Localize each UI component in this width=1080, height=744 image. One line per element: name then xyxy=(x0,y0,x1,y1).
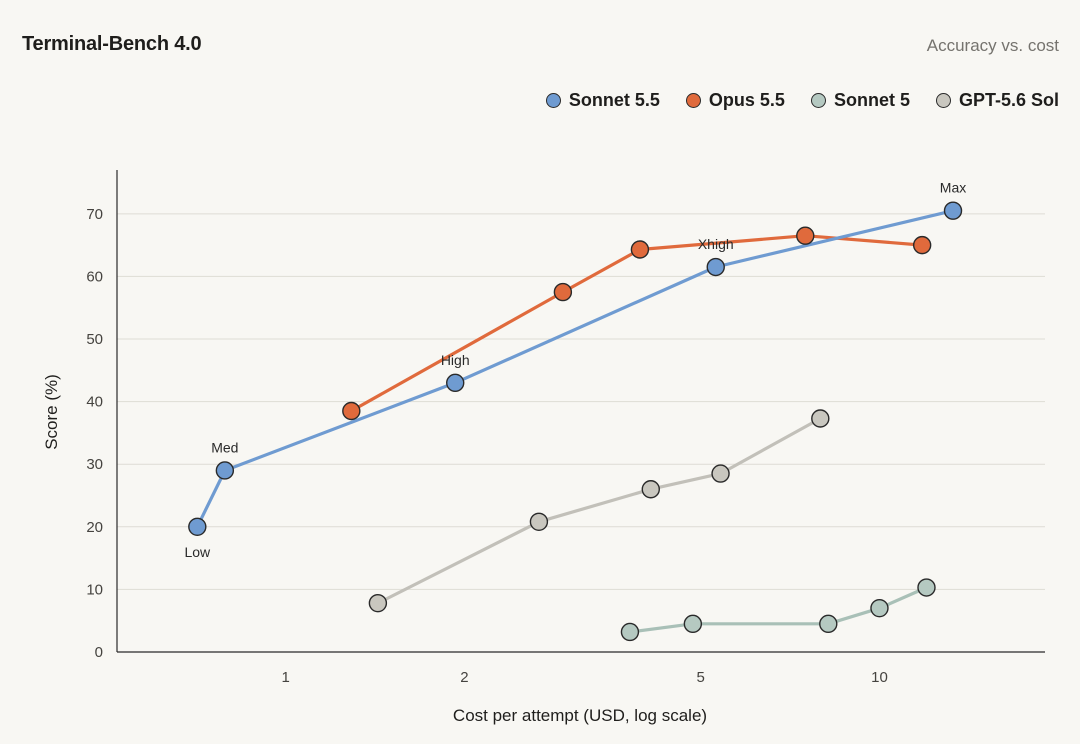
data-point-sonnet-5-1 xyxy=(620,622,640,642)
legend-swatch-gpt-5-6-sol xyxy=(935,93,951,108)
legend-item-opus-5-5[interactable]: Opus 5.5 xyxy=(685,90,785,111)
x-tick-label-1: 1 xyxy=(281,669,289,686)
point-label-med: Med xyxy=(211,439,238,455)
legend-swatch-sonnet-5 xyxy=(810,93,826,108)
data-point-opus-5-5-1 xyxy=(342,401,361,421)
y-tick-label-20: 20 xyxy=(86,519,103,536)
y-tick-label-10: 10 xyxy=(86,581,103,598)
point-label-low: Low xyxy=(184,544,211,560)
legend-swatch-sonnet-5-5 xyxy=(545,93,561,108)
y-tick-label-50: 50 xyxy=(86,331,103,348)
legend-label-gpt-5-6-sol: GPT-5.6 Sol xyxy=(958,90,1059,110)
chart-legend: Sonnet 5.5 Opus 5.5 Sonnet 5 GPT-5.6 Sol xyxy=(545,90,1059,111)
point-label-max: Max xyxy=(940,180,966,196)
data-point-sonnet-5-3 xyxy=(819,614,838,634)
data-point-sonnet-5-5-5 xyxy=(943,201,963,220)
data-point-sonnet-5-4 xyxy=(870,598,889,618)
data-point-gpt-5-6-sol-2 xyxy=(529,512,549,531)
data-point-sonnet-5-5-4 xyxy=(706,257,725,277)
y-axis-title: Score (%) xyxy=(42,374,61,450)
y-tick-label-30: 30 xyxy=(86,456,103,473)
legend-item-sonnet-5[interactable]: Sonnet 5 xyxy=(810,90,910,111)
data-point-sonnet-5-2 xyxy=(683,614,703,634)
axes xyxy=(116,170,1045,653)
x-tick-label-5: 5 xyxy=(697,669,705,686)
legend-label-sonnet-5-5: Sonnet 5.5 xyxy=(568,90,660,110)
grid-lines xyxy=(117,213,1045,590)
x-axis-title: Cost per attempt (USD, log scale) xyxy=(453,706,707,725)
data-point-opus-5-5-3 xyxy=(630,240,650,259)
data-point-sonnet-5-5-3 xyxy=(446,373,465,393)
chart-subtitle: Accuracy vs. cost xyxy=(926,36,1059,55)
point-label-xhigh: Xhigh xyxy=(698,236,734,252)
data-points xyxy=(188,201,963,642)
data-point-gpt-5-6-sol-5 xyxy=(811,409,830,428)
legend-swatch-opus-5-5 xyxy=(685,93,701,108)
y-tick-label-60: 60 xyxy=(86,268,103,285)
data-point-gpt-5-6-sol-3 xyxy=(641,480,660,499)
y-tick-label-0: 0 xyxy=(95,644,103,661)
data-point-sonnet-5-5-1 xyxy=(188,517,207,537)
x-tick-label-10: 10 xyxy=(871,669,888,686)
data-point-opus-5-5-5 xyxy=(912,235,932,255)
data-point-gpt-5-6-sol-4 xyxy=(711,464,730,483)
legend-label-sonnet-5: Sonnet 5 xyxy=(833,90,910,110)
data-point-sonnet-5-5-2 xyxy=(215,461,235,480)
legend-item-gpt-5-6-sol[interactable]: GPT-5.6 Sol xyxy=(935,90,1059,111)
series-line-gpt-5-6-sol xyxy=(376,416,822,605)
legend-item-sonnet-5-5[interactable]: Sonnet 5.5 xyxy=(545,90,660,111)
legend-label-opus-5-5: Opus 5.5 xyxy=(708,90,785,110)
y-tick-label-40: 40 xyxy=(86,394,103,411)
y-tick-label-70: 70 xyxy=(86,206,103,223)
data-point-gpt-5-6-sol-1 xyxy=(368,593,388,613)
series-lines xyxy=(195,209,955,634)
point-label-high: High xyxy=(441,352,470,368)
data-point-opus-5-5-2 xyxy=(553,282,573,302)
series-line-opus-5-5 xyxy=(349,234,924,413)
series-line-sonnet-5-5 xyxy=(195,209,955,529)
point-labels: Low Med High Xhigh Max xyxy=(184,180,966,560)
chart-title: Terminal-Bench 4.0 xyxy=(22,33,202,55)
data-point-sonnet-5-5 xyxy=(917,578,936,597)
data-point-opus-5-5-4 xyxy=(796,226,815,245)
x-tick-label-2: 2 xyxy=(460,669,468,686)
tick-labels: 0 10 20 30 40 50 60 70 1 2 5 10 xyxy=(86,206,888,686)
